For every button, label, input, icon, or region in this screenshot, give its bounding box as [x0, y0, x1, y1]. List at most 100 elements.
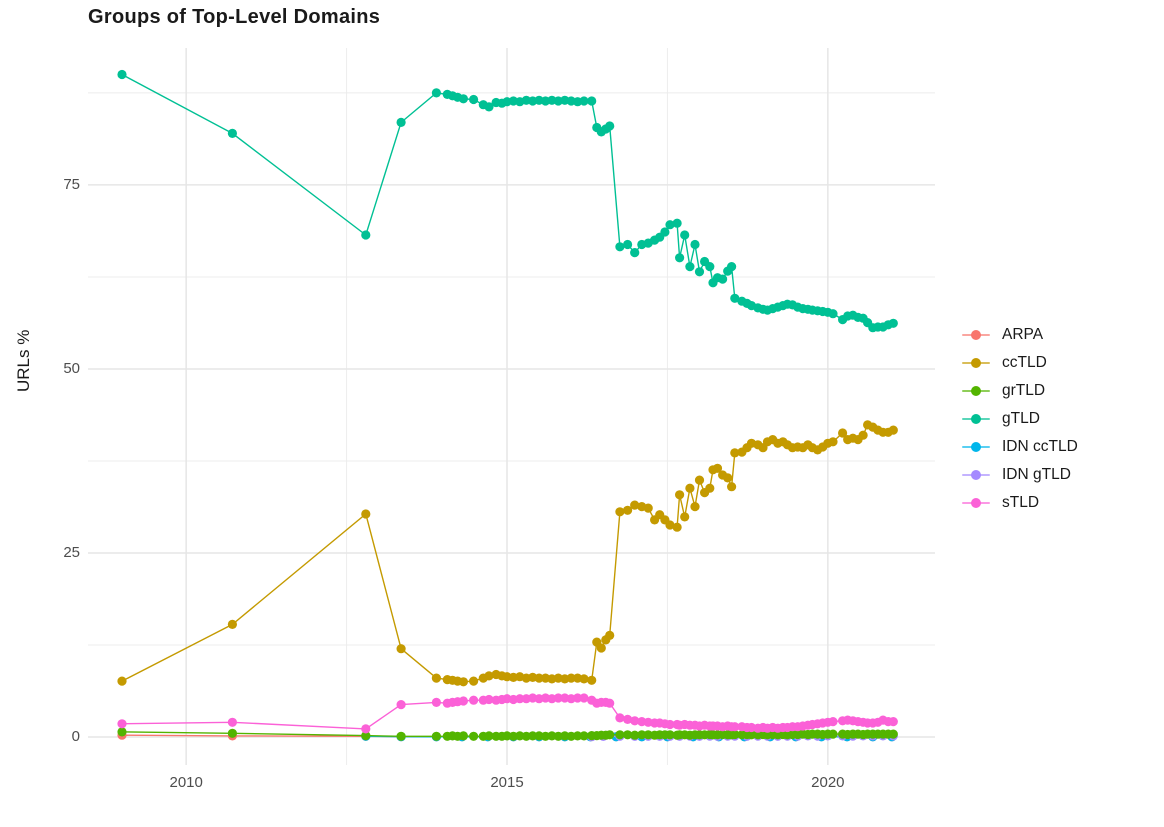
plot-panel: [88, 48, 935, 765]
data-point-gTLD: [690, 239, 700, 250]
data-point-gTLD: [431, 88, 441, 98]
legend-key-icon: [962, 437, 990, 457]
data-point-ccTLD: [694, 475, 705, 485]
data-point-gTLD: [730, 293, 740, 303]
data-point-ccTLD: [605, 630, 615, 641]
data-point-grTLD: [396, 731, 406, 741]
data-point-sTLD: [605, 698, 615, 708]
legend-label: IDN gTLD: [1002, 466, 1071, 483]
legend-key-dot-icon: [971, 470, 981, 480]
data-point-gTLD: [705, 262, 715, 272]
data-point-sTLD: [573, 693, 583, 703]
legend-item-ccTLD: ccTLD: [962, 349, 1078, 377]
data-point-ccTLD: [117, 676, 127, 686]
legend-item-IDN-gTLD: IDN gTLD: [962, 461, 1078, 489]
legend-key-dot-icon: [971, 414, 981, 424]
legend-key-dot-icon: [971, 442, 981, 452]
data-point-sTLD: [730, 722, 740, 732]
data-point-ccTLD: [623, 505, 633, 515]
data-point-gTLD: [605, 121, 615, 131]
data-point-ccTLD: [643, 503, 653, 513]
data-point-sTLD: [396, 700, 406, 710]
data-point-grTLD: [117, 727, 127, 737]
data-point-grTLD: [637, 730, 647, 740]
legend-key-icon: [962, 465, 990, 485]
data-point-ccTLD: [596, 643, 606, 653]
data-point-ccTLD: [858, 430, 868, 440]
data-point-gTLD: [665, 220, 675, 230]
legend-label: gTLD: [1002, 410, 1040, 427]
legend-key-dot-icon: [971, 358, 981, 368]
data-point-sTLD: [888, 717, 898, 727]
data-point-sTLD: [665, 719, 675, 730]
data-point-grTLD: [746, 730, 757, 740]
data-point-ccTLD: [723, 473, 733, 483]
data-point-ccTLD: [469, 676, 479, 686]
data-point-gTLD: [660, 227, 670, 237]
legend-item-grTLD: grTLD: [962, 377, 1078, 405]
data-point-gTLD: [579, 96, 589, 106]
legend-item-ARPA: ARPA: [962, 321, 1078, 349]
data-point-sTLD: [515, 694, 525, 704]
data-point-gTLD: [587, 96, 597, 106]
data-point-gTLD: [361, 230, 371, 240]
data-point-ccTLD: [431, 673, 441, 683]
data-point-grTLD: [458, 731, 468, 741]
data-point-sTLD: [458, 696, 468, 706]
y-tick-label: 50: [63, 359, 80, 377]
data-point-sTLD: [361, 724, 371, 734]
x-tick-label: 2020: [811, 774, 845, 791]
data-point-gTLD: [458, 94, 468, 104]
data-point-grTLD: [605, 730, 615, 740]
legend-key-icon: [962, 493, 990, 513]
data-point-sTLD: [579, 693, 589, 703]
data-point-grTLD: [573, 731, 583, 741]
data-point-gTLD: [615, 242, 625, 252]
data-point-grTLD: [431, 731, 441, 741]
data-point-sTLD: [431, 697, 441, 708]
x-tick-label: 2010: [169, 774, 203, 791]
data-point-gTLD: [828, 309, 838, 319]
data-point-ccTLD: [534, 673, 544, 683]
data-point-sTLD: [469, 695, 479, 705]
legend-label: ccTLD: [1002, 354, 1047, 371]
data-point-grTLD: [828, 729, 838, 739]
legend-key-dot-icon: [971, 386, 981, 396]
data-point-gTLD: [694, 267, 705, 277]
data-point-gTLD: [227, 128, 237, 138]
data-point-ccTLD: [680, 512, 690, 522]
data-point-ccTLD: [712, 463, 723, 473]
data-point-ccTLD: [675, 490, 685, 500]
data-point-grTLD: [630, 730, 640, 740]
data-point-ccTLD: [730, 448, 740, 458]
legend-key-icon: [962, 409, 990, 429]
legend: ARPA ccTLD grTLD gTLD IDN ccTLD IDN gTLD sTLD: [962, 321, 1078, 517]
data-point-ccTLD: [361, 509, 371, 519]
legend-label: sTLD: [1002, 494, 1040, 511]
data-point-grTLD: [615, 730, 625, 740]
data-point-grTLD: [528, 731, 538, 741]
data-point-sTLD: [623, 714, 633, 725]
y-tick-label: 25: [63, 543, 80, 561]
legend-item-gTLD: gTLD: [962, 405, 1078, 433]
plot-svg: [88, 48, 935, 765]
data-point-grTLD: [553, 731, 563, 741]
legend-item-sTLD: sTLD: [962, 489, 1078, 517]
legend-key-dot-icon: [971, 330, 981, 340]
data-point-grTLD: [484, 731, 494, 741]
legend-key-icon: [962, 325, 990, 345]
data-point-ccTLD: [828, 437, 838, 447]
legend-key-dot-icon: [971, 498, 981, 508]
data-point-gTLD: [680, 230, 690, 240]
chart-title: Groups of Top-Level Domains: [88, 6, 381, 28]
data-point-gTLD: [685, 262, 695, 272]
data-point-grTLD: [623, 730, 633, 740]
y-tick-label: 0: [71, 728, 80, 746]
data-point-ccTLD: [615, 507, 625, 517]
x-tick-label: 2015: [490, 774, 524, 791]
data-point-ccTLD: [579, 674, 589, 684]
data-point-ccTLD: [396, 644, 406, 654]
data-point-sTLD: [615, 713, 625, 723]
data-point-ccTLD: [665, 520, 675, 530]
